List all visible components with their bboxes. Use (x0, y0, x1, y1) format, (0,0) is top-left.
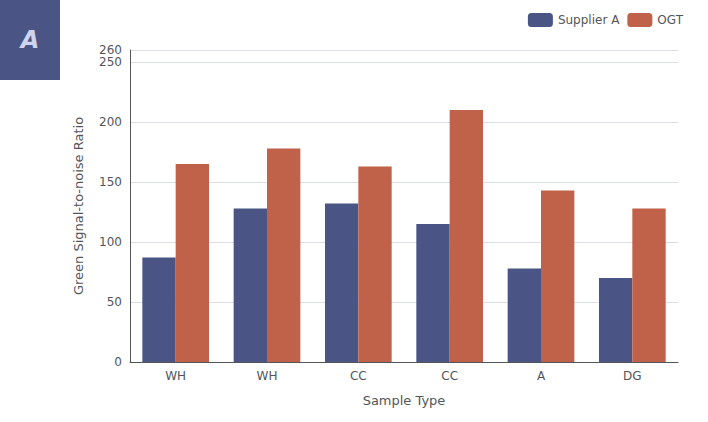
svg-text:DG: DG (623, 369, 642, 383)
svg-text:150: 150 (99, 175, 122, 189)
svg-text:260: 260 (99, 43, 122, 57)
svg-text:Supplier A: Supplier A (558, 13, 620, 27)
svg-text:A: A (19, 26, 40, 54)
svg-text:50: 50 (107, 295, 122, 309)
svg-text:CC: CC (441, 369, 458, 383)
svg-text:WH: WH (257, 369, 278, 383)
svg-text:Sample Type: Sample Type (363, 393, 446, 408)
svg-text:A: A (537, 369, 546, 383)
svg-text:WH: WH (165, 369, 186, 383)
svg-text:OGT: OGT (657, 13, 683, 27)
svg-text:100: 100 (99, 235, 122, 249)
svg-text:200: 200 (99, 115, 122, 129)
svg-text:250: 250 (99, 55, 122, 69)
svg-text:0: 0 (114, 355, 122, 369)
svg-text:CC: CC (350, 369, 367, 383)
svg-text:Green Signal-to-noise Ratio: Green Signal-to-noise Ratio (71, 117, 86, 295)
